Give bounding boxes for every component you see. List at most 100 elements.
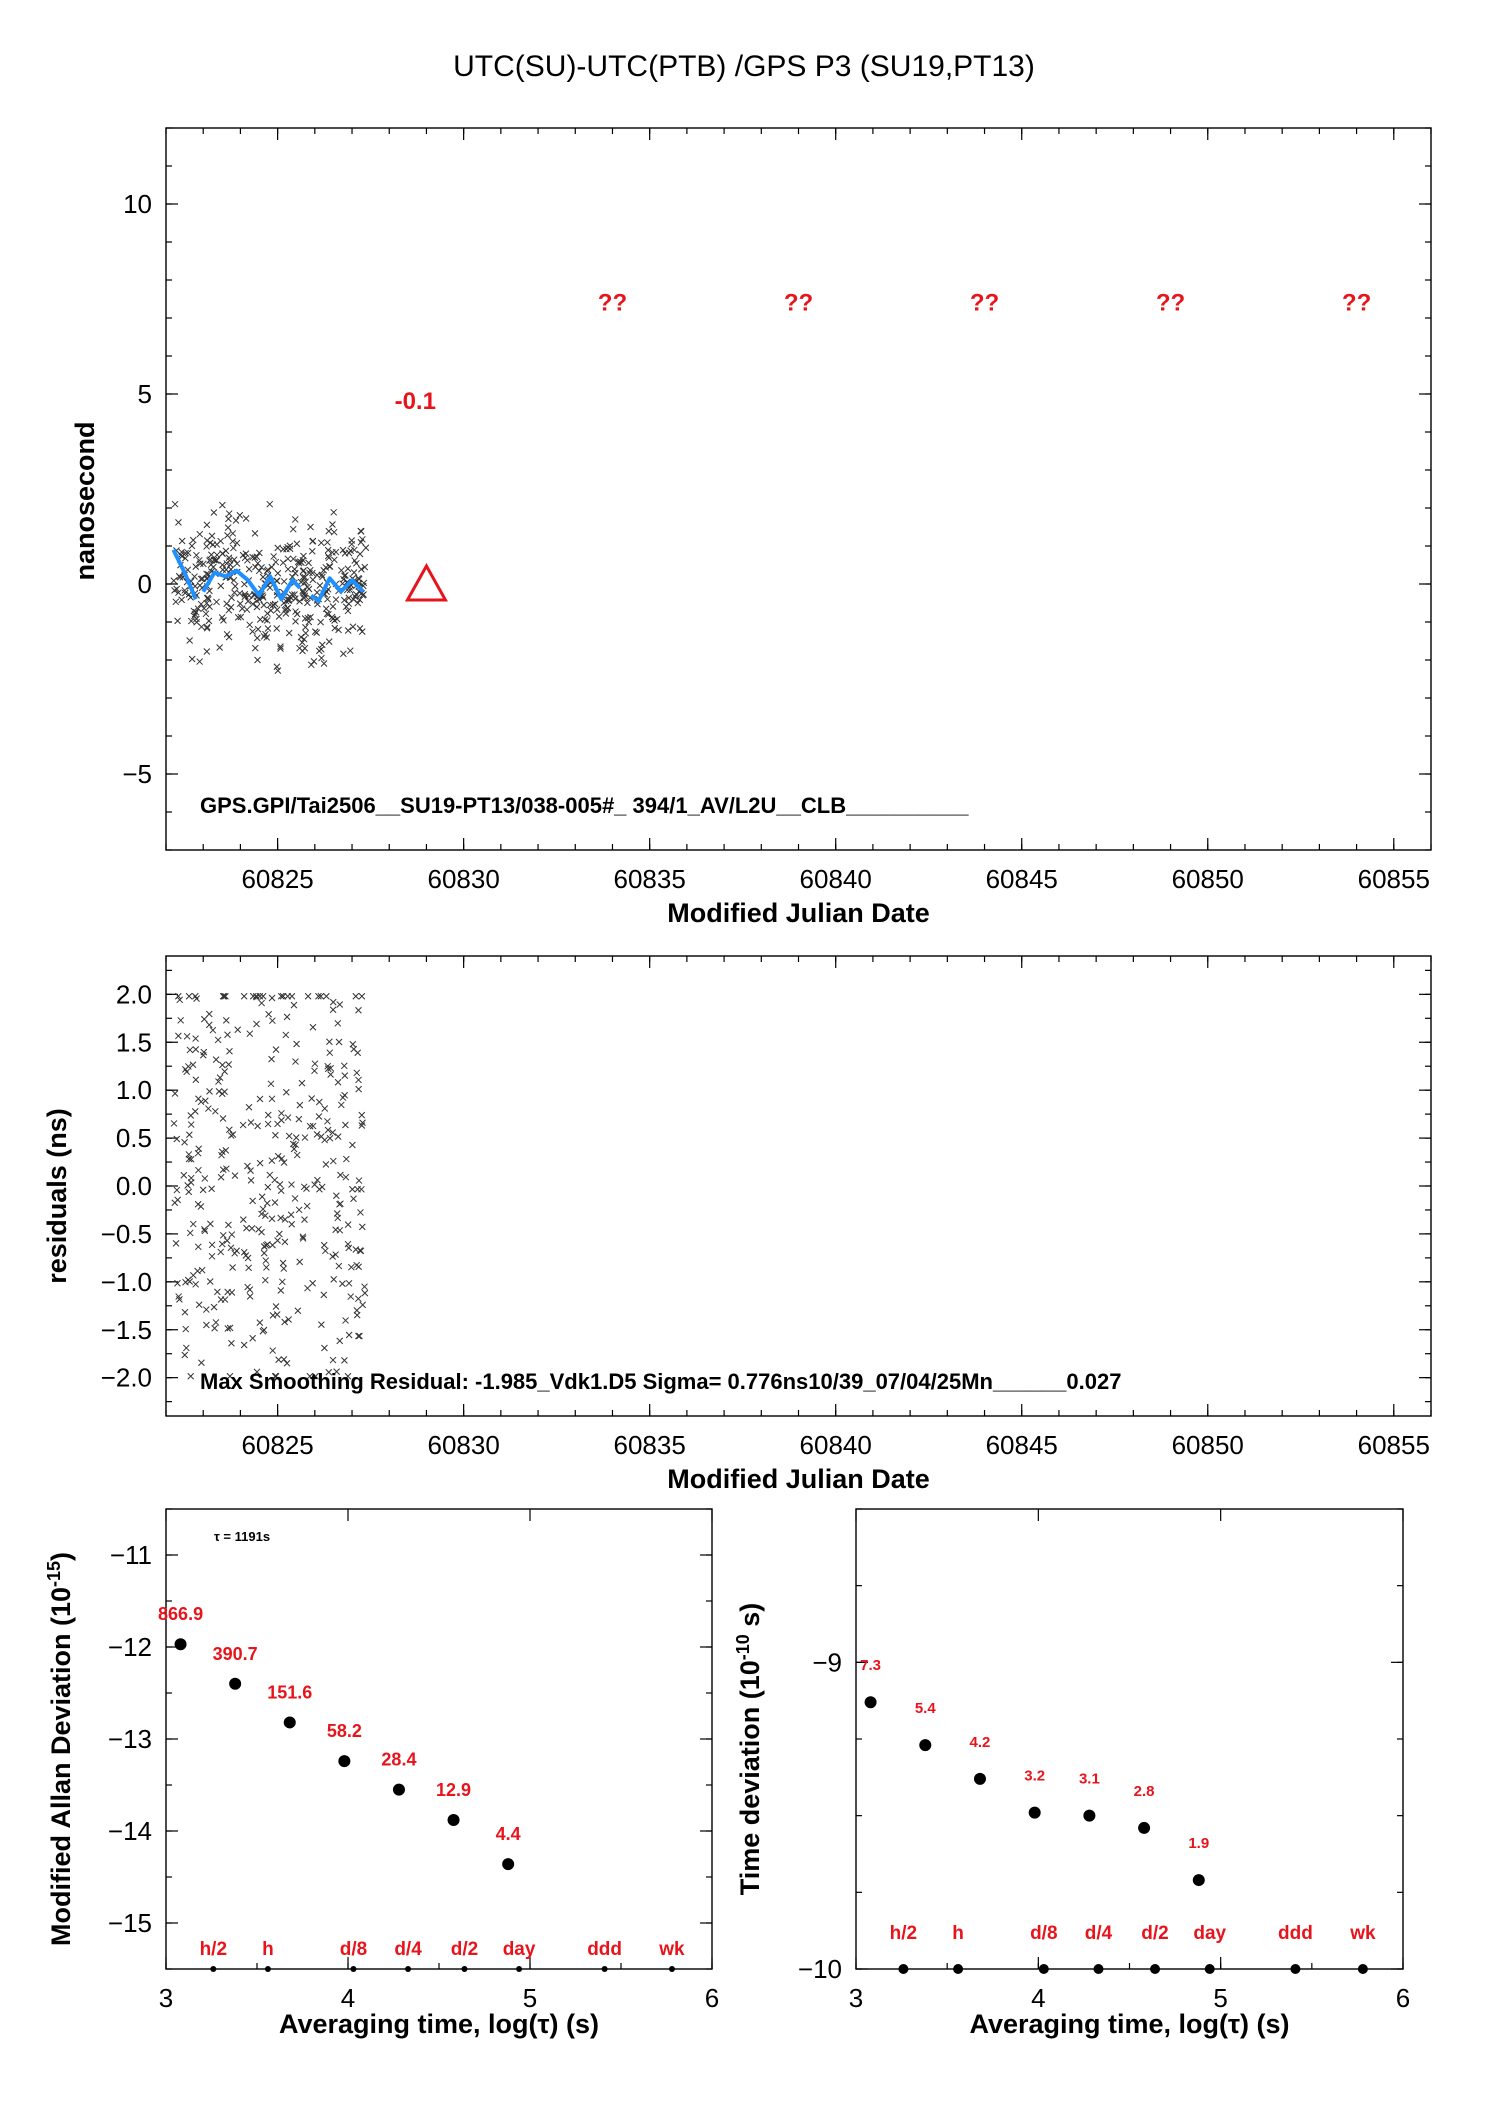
residual-point [296,1258,304,1266]
y-tick-label: −5 [122,759,152,789]
reference-label: day [503,1939,536,1960]
residual-point [218,1148,226,1156]
data-point [225,510,233,517]
residual-point [208,1241,216,1249]
deviation-point [283,1716,296,1729]
data-point [293,540,301,548]
data-point [331,624,339,632]
deviation-point [919,1739,932,1752]
residual-point [231,1249,239,1257]
residual-point [180,1171,188,1179]
data-point [324,539,331,546]
data-point [199,575,206,583]
residual-point [336,1337,344,1345]
residual-point [240,1341,248,1349]
residual-point [268,1157,276,1165]
data-point [213,598,220,606]
y-axis-label: Time deviation (10-10 s) [733,1603,765,1896]
residual-point [334,1214,342,1222]
data-point [300,635,308,643]
data-point [357,527,365,535]
residual-point [186,1229,194,1237]
reference-marker [1204,1964,1215,1974]
data-point [268,563,276,571]
residual-point [340,1062,348,1070]
x-tick-label: 3 [849,1983,863,2013]
residual-point [246,1293,254,1300]
residual-point [354,1049,362,1057]
residual-point [357,1247,365,1255]
residual-point [182,1344,190,1352]
annotation-label: -0.1 [395,388,436,415]
reference-marker [1290,1964,1301,1974]
residual-point [225,1061,233,1068]
data-point [242,515,250,522]
residual-point [293,1040,300,1048]
data-point [297,633,305,641]
residual-point [239,1121,247,1129]
residual-point [332,1251,339,1258]
data-point [319,573,326,581]
data-point [344,627,352,634]
y-label-exponent: -10 [733,1634,753,1660]
data-point [263,617,271,624]
data-point [356,550,364,558]
data-point [175,519,182,526]
residual-point [309,1279,317,1287]
data-point [171,587,178,594]
reference-marker [461,1966,468,1972]
residual-point [266,1171,274,1179]
data-point [305,585,313,593]
y-tick-label: 1.0 [116,1075,152,1105]
data-point [277,645,284,653]
residual-point [272,1131,279,1139]
data-point [284,565,292,573]
residual-point [181,1138,188,1146]
residual-point [228,1339,235,1347]
residual-point [228,1231,236,1238]
residual-point [262,1257,270,1264]
residual-point [253,1020,260,1028]
x-tick-label: 4 [1031,1983,1045,2013]
data-point [241,590,249,598]
data-point [279,545,287,553]
reference-marker [898,1964,909,1974]
data-point [266,500,274,508]
data-point [340,596,348,604]
data-point [237,613,245,621]
residual-point [192,1046,200,1053]
y-tick-label: 1.5 [116,1027,152,1057]
residual-point [222,1017,230,1024]
data-point [264,610,271,617]
reference-label: day [1193,1923,1226,1944]
data-point [313,589,321,596]
reference-label: h/2 [200,1939,227,1960]
data-point [349,623,357,631]
residual-point [185,1151,193,1158]
residual-point [219,1115,227,1122]
residual-point [177,1016,185,1024]
data-point [318,654,325,662]
reference-marker [516,1966,523,1972]
data-point [175,572,183,580]
data-point [280,578,288,585]
residual-point [281,1318,289,1326]
reference-marker [601,1966,608,1972]
y-tick-label: −0.5 [101,1219,152,1249]
residual-point [198,1359,205,1367]
data-point [315,647,323,655]
data-point [188,655,196,663]
x-tick-label: 4 [341,1983,355,2013]
data-point [357,538,365,546]
residual-point [203,1321,210,1329]
data-point [236,590,244,597]
data-point [264,625,272,632]
data-point [249,553,256,561]
data-point [339,546,347,554]
data-point [203,648,211,655]
y-tick-label: −12 [108,1632,152,1662]
data-point [330,508,338,516]
residual-point [224,1325,232,1332]
residual-point [326,1049,334,1057]
